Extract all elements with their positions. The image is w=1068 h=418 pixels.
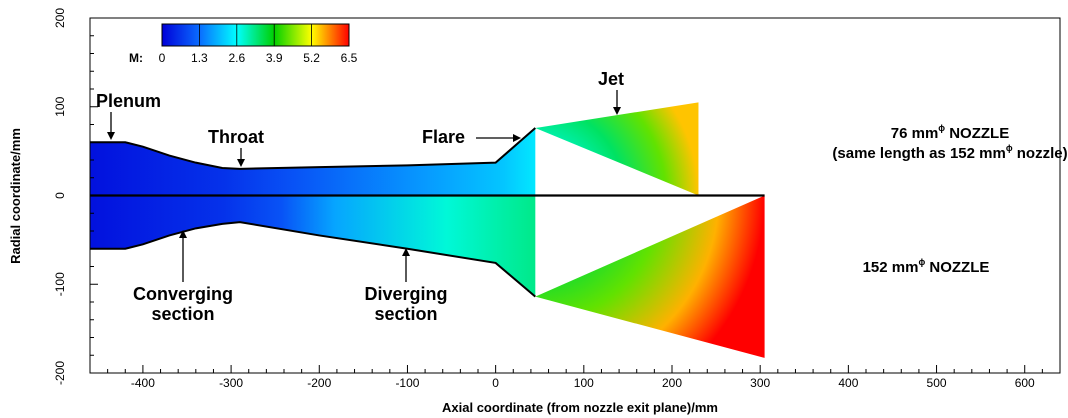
y-tick-label: -200 (53, 361, 67, 385)
colorbar-ramp (161, 23, 350, 47)
y-axis-title: Radial coordinate/mm (8, 128, 23, 264)
jet-label: Jet (598, 69, 624, 89)
x-tick-label: 500 (927, 376, 947, 390)
nozzle-wall-top (90, 127, 536, 170)
x-tick-label: 400 (838, 376, 858, 390)
annotations: Plenum Throat Flare Jet Converging secti… (96, 69, 624, 324)
y-tick-label: 200 (53, 8, 67, 28)
diverging-label-line2: section (374, 304, 437, 324)
diverging-label-line1: Diverging (364, 284, 447, 304)
colorbar-label: M: (129, 51, 143, 65)
x-tick-label: 300 (750, 376, 770, 390)
top-nozzle-note-line1: 76 mmϕ NOZZLE (891, 123, 1009, 142)
colorbar-tick-label: 3.9 (266, 51, 283, 65)
x-tick-label: -400 (131, 376, 155, 390)
nozzle-notes: 76 mmϕ NOZZLE (same length as 152 mmϕ no… (832, 123, 1067, 276)
y-tick-label: 100 (53, 96, 67, 116)
colorbar-tick-label: 1.3 (191, 51, 208, 65)
colorbar-tick-label: 2.6 (228, 51, 245, 65)
jet-plume-top (535, 102, 699, 196)
converging-label-line2: section (151, 304, 214, 324)
colorbar-tick-label: 0 (159, 51, 166, 65)
y-tick-label: -100 (53, 272, 67, 296)
colorbar-tick-label: 5.2 (303, 51, 320, 65)
flare-label: Flare (422, 127, 465, 147)
jet-plume-bottom (535, 195, 765, 358)
colorbar: M: 0 1.3 2.6 3.9 5.2 6.5 (129, 23, 358, 65)
x-tick-label: 200 (662, 376, 682, 390)
top-nozzle-note-line2: (same length as 152 mmϕ nozzle) (832, 143, 1067, 162)
x-tick-label: 100 (574, 376, 594, 390)
throat-label: Throat (208, 127, 264, 147)
x-tick-label: -300 (219, 376, 243, 390)
x-tick-label: 600 (1015, 376, 1035, 390)
plot-area (90, 102, 765, 358)
plenum-label: Plenum (96, 91, 161, 111)
x-tick-label: -200 (307, 376, 331, 390)
bottom-nozzle-note: 152 mmϕ NOZZLE (863, 257, 990, 276)
nozzle-interior-bottom (90, 195, 536, 297)
nozzle-wall-bottom (90, 221, 536, 298)
converging-label-line1: Converging (133, 284, 233, 304)
x-tick-label: 0 (492, 376, 499, 390)
axes: -400 -300 -200 -100 0 100 200 300 400 500 600 -200 -… (53, 8, 1061, 390)
colorbar-tick-label: 6.5 (341, 51, 358, 65)
nozzle-interior-top (90, 128, 536, 196)
x-axis-title: Axial coordinate (from nozzle exit plane… (442, 400, 718, 415)
x-tick-label: -100 (395, 376, 419, 390)
y-tick-label: 0 (53, 192, 67, 199)
